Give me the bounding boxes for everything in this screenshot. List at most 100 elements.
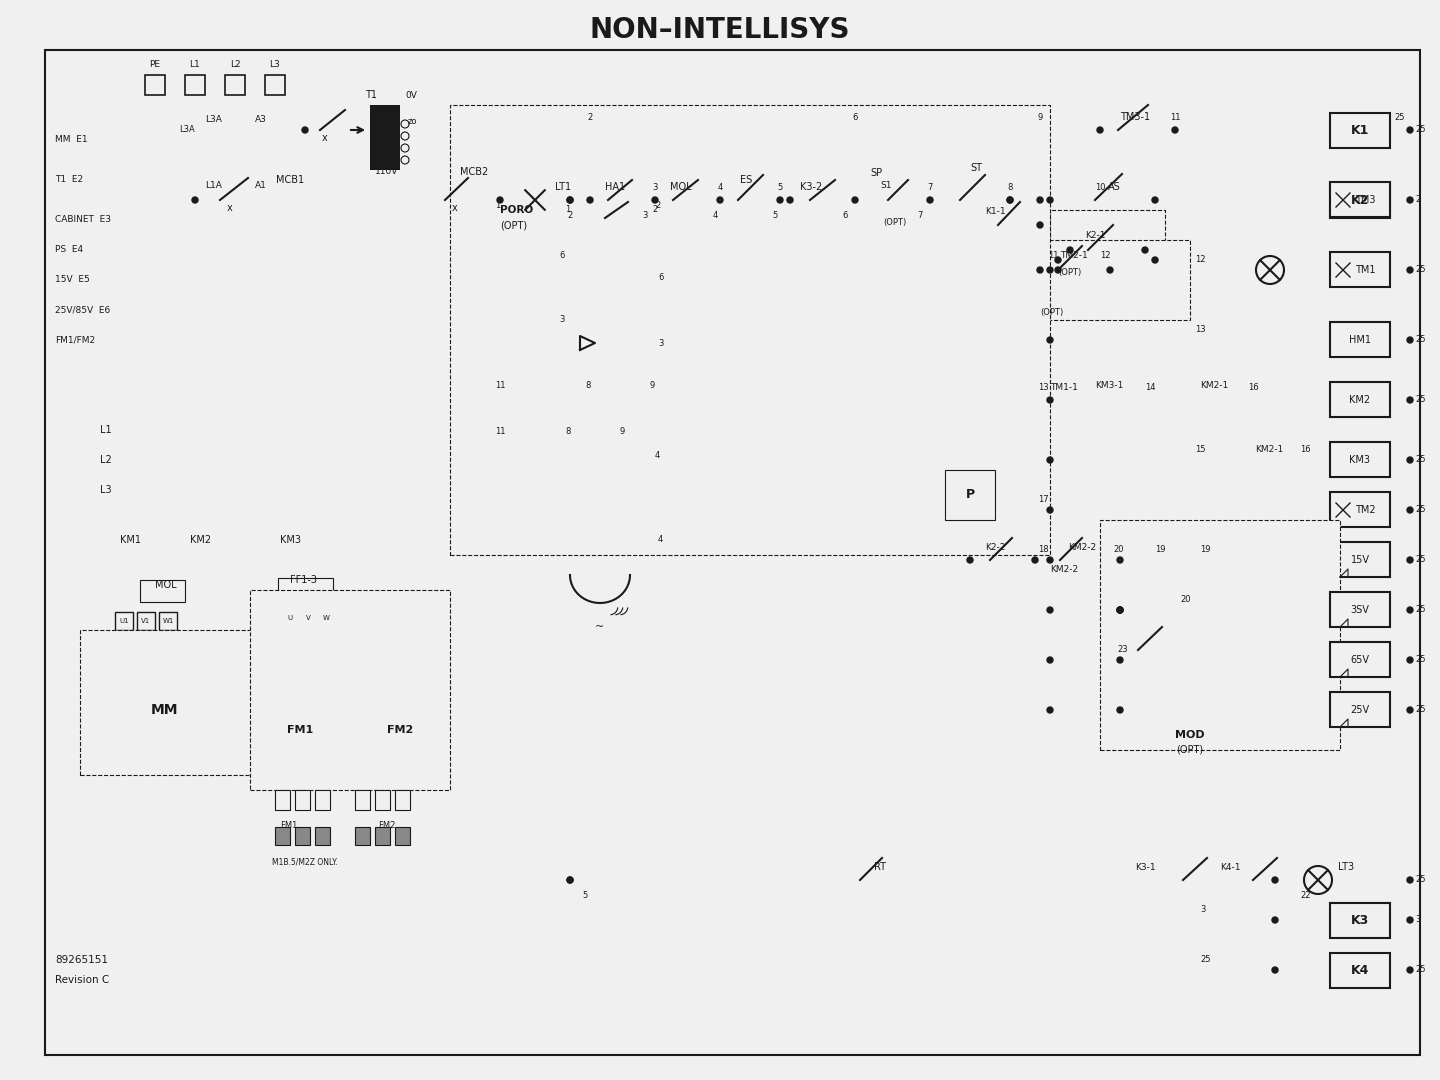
Text: PS  E4: PS E4 bbox=[55, 245, 84, 255]
Circle shape bbox=[1117, 657, 1123, 663]
Text: U: U bbox=[288, 615, 292, 621]
Bar bbox=[945, 470, 995, 519]
Text: 8: 8 bbox=[1008, 184, 1012, 192]
Circle shape bbox=[1152, 257, 1158, 264]
Circle shape bbox=[1407, 197, 1413, 203]
Text: NON–INTELLISYS: NON–INTELLISYS bbox=[590, 16, 850, 44]
Text: 16: 16 bbox=[1248, 382, 1259, 391]
Circle shape bbox=[1007, 197, 1012, 203]
Circle shape bbox=[1037, 267, 1043, 273]
Text: K3: K3 bbox=[1351, 914, 1369, 927]
Circle shape bbox=[109, 654, 220, 765]
Circle shape bbox=[652, 197, 658, 203]
Bar bbox=[284, 610, 298, 625]
Circle shape bbox=[567, 877, 573, 883]
Bar bbox=[374, 789, 390, 810]
Bar bbox=[278, 578, 333, 600]
Text: 22: 22 bbox=[1300, 891, 1310, 900]
Circle shape bbox=[497, 197, 503, 203]
Text: (OPT): (OPT) bbox=[1040, 308, 1063, 316]
Circle shape bbox=[1047, 707, 1053, 713]
Bar bbox=[81, 630, 255, 775]
Text: 2: 2 bbox=[652, 205, 657, 215]
Text: 25: 25 bbox=[1416, 456, 1426, 464]
Circle shape bbox=[927, 197, 933, 203]
Text: 19: 19 bbox=[1200, 545, 1211, 554]
Circle shape bbox=[1056, 267, 1061, 273]
Bar bbox=[1331, 542, 1390, 577]
Bar bbox=[275, 827, 289, 845]
Text: 2: 2 bbox=[655, 201, 661, 210]
Text: MOL: MOL bbox=[156, 580, 177, 590]
Bar bbox=[265, 75, 285, 95]
Circle shape bbox=[1407, 707, 1413, 713]
Text: W1: W1 bbox=[163, 618, 174, 624]
Text: 11: 11 bbox=[1048, 251, 1058, 259]
Bar bbox=[560, 315, 660, 370]
Text: PE: PE bbox=[150, 60, 160, 69]
Text: 23: 23 bbox=[1117, 646, 1128, 654]
Text: KM3-1: KM3-1 bbox=[1094, 380, 1123, 390]
Text: 20: 20 bbox=[1179, 595, 1191, 605]
Text: M1B.5/M2Z ONLY.: M1B.5/M2Z ONLY. bbox=[272, 858, 338, 866]
Circle shape bbox=[1047, 337, 1053, 343]
Circle shape bbox=[1007, 197, 1012, 203]
Bar bbox=[315, 789, 330, 810]
Text: 12: 12 bbox=[1100, 251, 1110, 259]
Text: K2-2: K2-2 bbox=[985, 542, 1005, 552]
Text: K4-1: K4-1 bbox=[1220, 863, 1240, 872]
Text: 3: 3 bbox=[1416, 916, 1420, 924]
Text: 9: 9 bbox=[621, 428, 625, 436]
Circle shape bbox=[1047, 557, 1053, 563]
Text: KM2: KM2 bbox=[1349, 395, 1371, 405]
Text: ES: ES bbox=[740, 175, 752, 185]
Text: FM1: FM1 bbox=[287, 725, 312, 735]
Text: 25: 25 bbox=[1416, 555, 1426, 565]
Text: 25: 25 bbox=[1416, 125, 1426, 135]
Circle shape bbox=[1407, 917, 1413, 923]
Circle shape bbox=[1152, 197, 1158, 203]
Bar bbox=[356, 827, 370, 845]
Bar bbox=[320, 610, 334, 625]
Text: L1: L1 bbox=[99, 426, 112, 435]
Bar bbox=[1331, 183, 1390, 217]
Bar bbox=[1331, 953, 1390, 987]
Circle shape bbox=[1272, 917, 1279, 923]
Text: 8: 8 bbox=[564, 428, 570, 436]
Text: x: x bbox=[228, 203, 233, 213]
Text: 15V  E5: 15V E5 bbox=[55, 275, 89, 284]
Circle shape bbox=[302, 127, 308, 133]
Text: FM1: FM1 bbox=[279, 821, 298, 829]
Text: 0V: 0V bbox=[405, 91, 416, 99]
Bar bbox=[1050, 210, 1165, 280]
Bar bbox=[490, 200, 710, 550]
Text: 20: 20 bbox=[1113, 545, 1123, 554]
Text: KM2-2: KM2-2 bbox=[1068, 542, 1096, 552]
Text: V1: V1 bbox=[141, 618, 151, 624]
Text: 6: 6 bbox=[658, 273, 664, 283]
Text: 7: 7 bbox=[917, 211, 923, 219]
Text: CABINET  E3: CABINET E3 bbox=[55, 216, 111, 225]
Circle shape bbox=[1117, 607, 1123, 613]
Text: 6: 6 bbox=[842, 211, 848, 219]
Bar bbox=[1331, 492, 1390, 527]
Text: 25: 25 bbox=[1416, 395, 1426, 405]
Text: HM1: HM1 bbox=[1349, 335, 1371, 345]
Text: 11: 11 bbox=[495, 380, 505, 390]
Circle shape bbox=[1047, 457, 1053, 463]
Circle shape bbox=[1407, 267, 1413, 273]
Text: 7: 7 bbox=[927, 184, 933, 192]
Bar bbox=[370, 105, 400, 170]
Circle shape bbox=[1407, 657, 1413, 663]
Text: HA1: HA1 bbox=[605, 183, 625, 192]
Text: MOL: MOL bbox=[670, 183, 691, 192]
Circle shape bbox=[1407, 967, 1413, 973]
Text: 13: 13 bbox=[1195, 325, 1205, 335]
Bar bbox=[115, 612, 132, 630]
Circle shape bbox=[1047, 197, 1053, 203]
Circle shape bbox=[567, 197, 573, 203]
Text: MM: MM bbox=[151, 703, 179, 717]
Bar bbox=[184, 75, 204, 95]
Text: 5: 5 bbox=[772, 211, 778, 219]
Text: 4: 4 bbox=[655, 450, 660, 459]
